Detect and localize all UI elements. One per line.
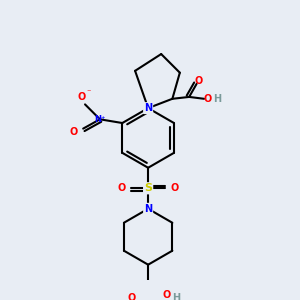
- Text: O: O: [194, 76, 202, 86]
- Text: H: H: [213, 94, 221, 104]
- Text: O: O: [77, 92, 86, 102]
- Text: O: O: [163, 290, 171, 300]
- Text: O: O: [127, 293, 136, 300]
- Text: O: O: [118, 183, 126, 193]
- Text: N⁺: N⁺: [94, 115, 106, 124]
- Text: O: O: [204, 94, 212, 104]
- Text: H: H: [172, 293, 180, 300]
- Text: ⁻: ⁻: [87, 87, 91, 96]
- Text: N: N: [144, 204, 152, 214]
- Text: O: O: [70, 127, 78, 137]
- Text: N: N: [144, 103, 152, 113]
- Text: S: S: [144, 183, 152, 193]
- Text: O: O: [170, 183, 178, 193]
